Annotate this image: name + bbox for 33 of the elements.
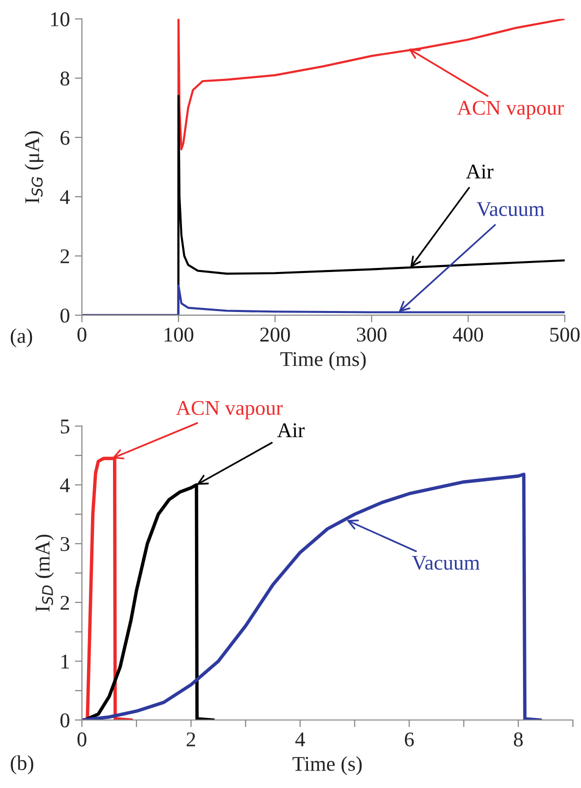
x-tick-label: 2 xyxy=(186,732,196,746)
line-series xyxy=(82,472,542,720)
text: (a) xyxy=(10,328,32,348)
y-tick-label: 4 xyxy=(60,190,70,204)
y-tick-label: 2 xyxy=(60,249,69,264)
x-tick-label: 0 xyxy=(78,328,86,342)
x-tick-label: 8 xyxy=(514,732,523,746)
x-axis-title: Time (ms) xyxy=(280,351,366,370)
annotation: ACN vapour xyxy=(176,401,283,420)
x-axis-title: Time (s) xyxy=(292,756,362,776)
y-tick-label: 5 xyxy=(60,420,70,434)
y-tick-label: 1 xyxy=(62,654,69,668)
annotation: Vacuum xyxy=(412,556,480,570)
y-tick-label: 3 xyxy=(60,537,70,552)
x-tick-label: 6 xyxy=(404,732,414,746)
x-tick-label: 100 xyxy=(164,328,194,342)
x-tick-label: 4 xyxy=(295,732,305,746)
x-tick-label: 500 xyxy=(550,328,580,342)
y-tick-label: 10 xyxy=(51,12,70,26)
annotation: Air xyxy=(277,423,305,438)
text: (b) xyxy=(10,755,34,774)
y-axis-title: I$_{SG}$ (μA) xyxy=(24,131,44,204)
y-tick-label: 2 xyxy=(60,596,69,610)
y-axis-title: I$_{SD}$ (mA) xyxy=(34,534,54,612)
y-tick-label: 6 xyxy=(60,130,70,145)
y-tick-label: 4 xyxy=(60,478,70,492)
x-tick-label: 200 xyxy=(260,328,290,342)
y-tick-label: 0 xyxy=(60,713,70,728)
x-tick-label: 0 xyxy=(78,732,86,746)
y-tick-label: 0 xyxy=(60,308,70,323)
x-tick-label: 300 xyxy=(356,328,386,342)
x-tick-label: 400 xyxy=(452,328,483,342)
y-tick-label: 8 xyxy=(60,72,70,86)
